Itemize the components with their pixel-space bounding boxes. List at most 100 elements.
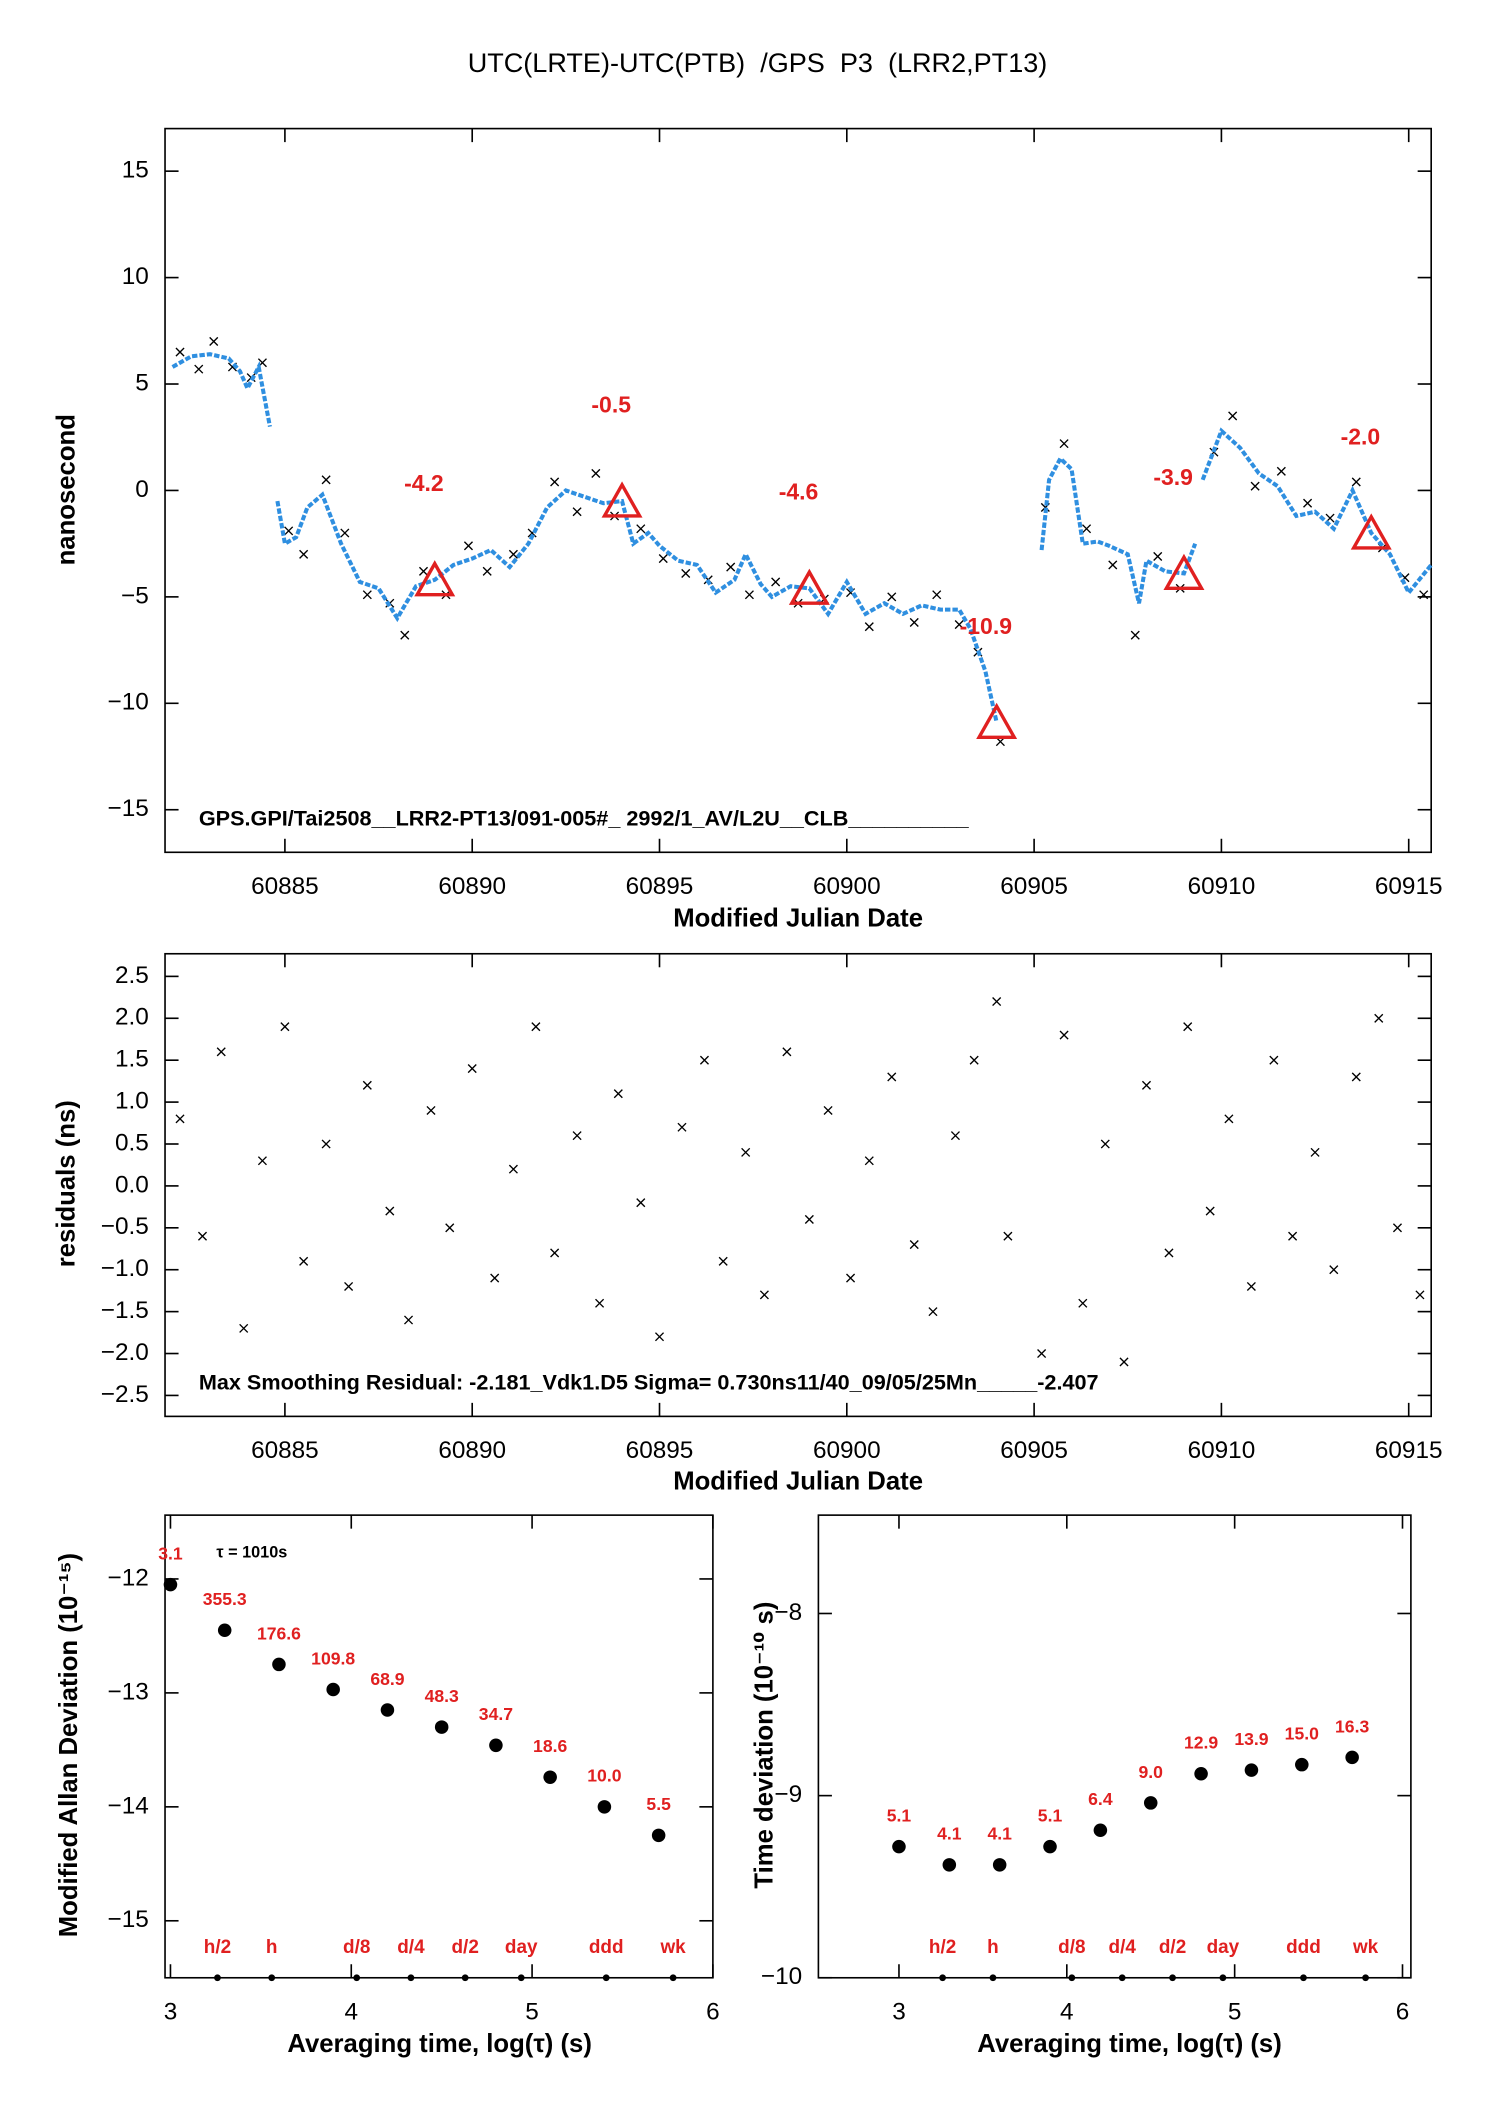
data-point <box>636 524 646 534</box>
data-point <box>591 468 601 478</box>
data-point <box>445 1223 455 1233</box>
y-tick-label: −5 <box>121 582 149 609</box>
point-label: 355.3 <box>203 1589 247 1609</box>
y-tick-label: −2.0 <box>101 1339 149 1366</box>
period-dot <box>268 1974 276 1982</box>
y-tick-label: −15 <box>108 795 149 822</box>
y-tick-label: −10 <box>761 1963 802 1990</box>
y-tick-label: 0.0 <box>115 1171 149 1198</box>
period-label: wk <box>1352 1937 1379 1958</box>
data-point <box>1078 1298 1088 1308</box>
point-label: 48.3 <box>425 1686 459 1706</box>
data-point <box>550 1248 560 1258</box>
data-point <box>299 549 309 559</box>
data-point <box>1153 551 1163 561</box>
data-point <box>340 528 350 538</box>
period-dot <box>407 1974 415 1982</box>
event-marker <box>976 702 1018 740</box>
period-dot <box>989 1974 997 1982</box>
y-tick-label: 2.0 <box>115 1004 149 1031</box>
x-tick-label: 3 <box>892 1998 906 2025</box>
x-tick-label: 5 <box>1228 1998 1242 2025</box>
smoothed-line <box>171 352 272 427</box>
data-point <box>508 1164 518 1174</box>
y-tick-label: 2.5 <box>115 962 149 989</box>
y-tick-label: −14 <box>108 1792 149 1819</box>
data-point <box>741 1147 751 1157</box>
data-point <box>654 1332 665 1342</box>
data-point <box>992 996 1002 1007</box>
point-label: 9.0 <box>1139 1762 1164 1782</box>
period-dot <box>1169 1974 1176 1982</box>
x-axis-label: Averaging time, log(τ) (s) <box>287 2030 592 2058</box>
data-point <box>1295 1757 1309 1772</box>
period-dot <box>517 1974 525 1982</box>
marker-label: -2.0 <box>1341 423 1381 449</box>
data-point <box>613 1089 623 1099</box>
data-point <box>658 554 668 564</box>
marker-label: -3.9 <box>1153 464 1193 490</box>
period-label: wk <box>659 1937 686 1958</box>
data-point <box>1130 630 1140 640</box>
data-point <box>864 622 874 632</box>
data-point <box>380 1703 395 1717</box>
data-point <box>1392 1223 1403 1233</box>
x-tick-label: 60910 <box>1188 1437 1256 1464</box>
data-point <box>699 1055 709 1065</box>
period-label: d/4 <box>1109 1937 1137 1958</box>
y-tick-label: −0.5 <box>101 1213 149 1240</box>
data-point <box>1108 560 1118 570</box>
smoothed-line <box>275 488 999 723</box>
period-dot <box>1118 1974 1126 1982</box>
x-tick-label: 60885 <box>251 1437 319 1464</box>
data-point <box>175 1114 185 1124</box>
y-tick-label: 5 <box>135 369 149 396</box>
data-point <box>490 1273 500 1283</box>
x-tick-label: 60915 <box>1375 873 1443 900</box>
point-label: 18.6 <box>533 1736 567 1756</box>
data-point <box>887 1072 897 1082</box>
data-point <box>385 1206 395 1216</box>
x-tick-label: 60895 <box>626 1437 694 1464</box>
point-label: 3.1 <box>158 1544 183 1564</box>
data-point <box>771 577 781 587</box>
period-label: h/2 <box>929 1937 956 1958</box>
marker-label: -10.9 <box>960 613 1012 639</box>
data-point <box>321 1139 331 1149</box>
data-point <box>280 1022 290 1032</box>
point-label: 5.1 <box>1038 1806 1063 1826</box>
data-point <box>1164 1248 1174 1258</box>
period-label: h <box>266 1937 278 1958</box>
point-label: 176.6 <box>257 1623 301 1643</box>
y-tick-label: −8 <box>774 1599 802 1626</box>
x-tick-label: 60890 <box>438 873 506 900</box>
point-label: 16.3 <box>1335 1716 1369 1736</box>
data-point <box>197 1231 208 1241</box>
data-point <box>400 630 410 640</box>
period-label: d/2 <box>452 1937 479 1958</box>
y-tick-label: 1.5 <box>115 1046 149 1073</box>
data-point <box>299 1256 309 1266</box>
point-label: 13.9 <box>1234 1729 1268 1749</box>
data-point <box>1082 524 1092 534</box>
data-point <box>1244 1763 1259 1777</box>
point-label: 109.8 <box>311 1648 355 1668</box>
event-marker <box>1350 513 1392 550</box>
data-point <box>1276 466 1286 476</box>
y-tick-label: −1.5 <box>101 1297 149 1324</box>
data-point <box>403 1315 414 1325</box>
y-tick-label: 0 <box>135 476 149 503</box>
event-marker <box>1163 553 1205 591</box>
data-point <box>992 1858 1007 1872</box>
x-tick-label: 3 <box>164 1998 178 2025</box>
annotation: τ = 1010s <box>216 1543 287 1561</box>
period-label: d/8 <box>1058 1937 1085 1958</box>
data-point <box>744 590 754 600</box>
x-tick-label: 6 <box>706 1998 720 2025</box>
period-dot <box>669 1974 677 1982</box>
data-point <box>217 1623 232 1637</box>
y-tick-label: −12 <box>108 1564 149 1591</box>
y-axis-label: residuals (ns) <box>52 1100 80 1267</box>
x-tick-label: 4 <box>1060 1998 1074 2025</box>
